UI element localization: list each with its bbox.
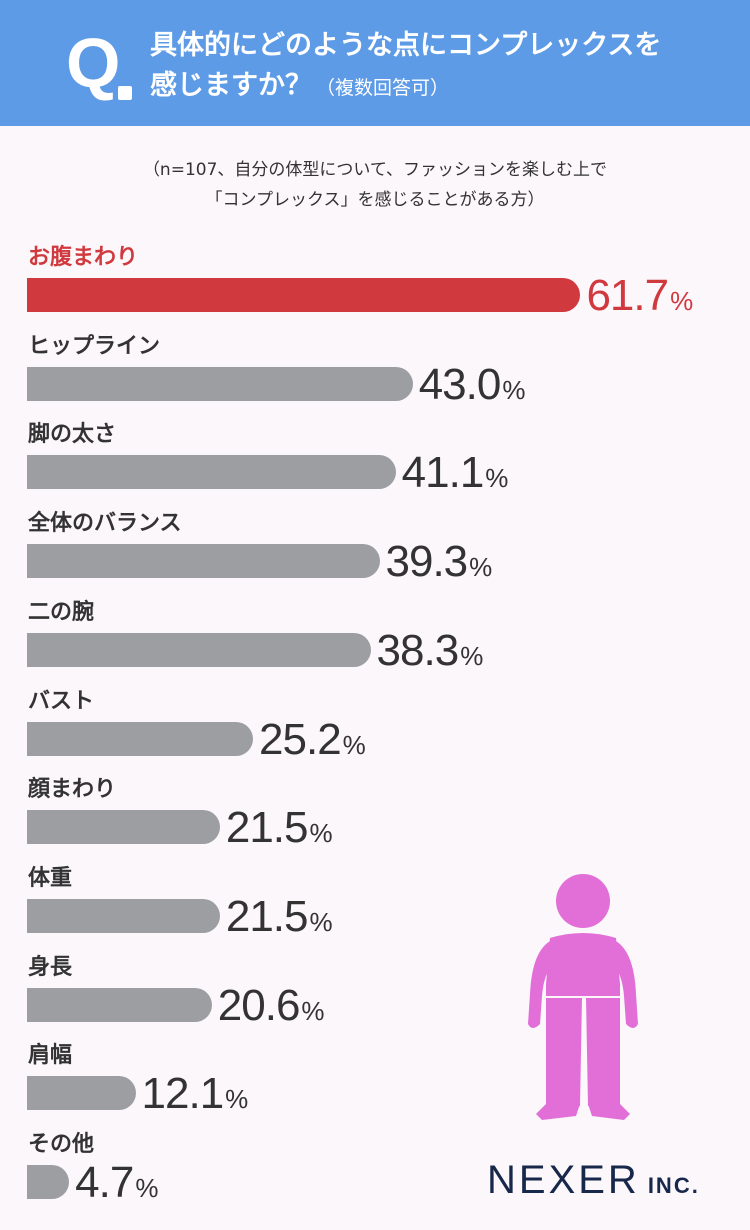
value-label: 41.1%	[402, 451, 509, 500]
figure-torso	[546, 933, 620, 996]
value-label: 20.6%	[217, 980, 325, 1033]
bar	[27, 455, 396, 490]
value-number: 12.1	[141, 1069, 225, 1119]
bar	[27, 632, 371, 667]
category-label: 体重	[28, 865, 73, 891]
bar	[27, 987, 212, 1022]
value-label: 38.3%	[376, 625, 484, 678]
logo-main-text: NEXER	[487, 1158, 640, 1202]
subtitle-line1: （n=107、自分の体型について、ファッションを楽しむ上で	[142, 160, 608, 180]
value-unit: %	[485, 463, 509, 494]
person-figure-icon	[528, 874, 638, 1120]
logo-sub-text: INC.	[647, 1173, 700, 1198]
figure-left-arm	[528, 940, 554, 1028]
question-title-note: （複数回答可）	[316, 77, 450, 99]
value-number: 39.3	[385, 537, 469, 587]
value-unit: %	[309, 906, 333, 937]
value-number: 20.6	[217, 980, 301, 1030]
value-number: 43.0	[418, 359, 502, 409]
figure-right-leg	[586, 998, 620, 1106]
value-unit: %	[342, 729, 366, 760]
value-unit: %	[670, 286, 694, 316]
category-label: ヒップライン	[28, 333, 161, 359]
value-number: 38.3	[376, 625, 460, 675]
category-label: 脚の太さ	[28, 422, 117, 448]
value-number: 41.1	[401, 448, 485, 498]
value-number: 21.5	[225, 803, 309, 853]
value-unit: %	[460, 640, 484, 671]
question-title-line2-text: 感じますか？	[150, 70, 312, 101]
category-label: お腹まわり	[28, 245, 139, 270]
question-header: Q 具体的にどのような点にコンプレックスを 感じますか？ （複数回答可）	[0, 0, 750, 126]
person-figure-shapes	[528, 874, 638, 1120]
figure-head	[556, 874, 610, 928]
chart-subtitle: （n=107、自分の体型について、ファッションを楽しむ上で 「コンプレックス」を…	[0, 155, 750, 215]
value-label: 4.7%	[75, 1161, 158, 1210]
figure-left-leg	[546, 998, 582, 1106]
category-label: 全体のバランス	[28, 511, 182, 537]
question-q-dot	[118, 86, 132, 100]
question-title-line1: 具体的にどのような点にコンプレックスを	[150, 30, 662, 61]
value-unit: %	[135, 1173, 159, 1203]
value-label: 39.3%	[386, 540, 493, 589]
question-title: 具体的にどのような点にコンプレックスを 感じますか？ （複数回答可）	[150, 26, 740, 108]
figure-right-arm	[612, 940, 638, 1028]
value-number: 25.2	[259, 714, 342, 764]
value-label: 43.0%	[418, 359, 526, 412]
value-label: 21.5%	[226, 806, 333, 855]
bar	[27, 810, 220, 845]
category-label: 二の腕	[28, 599, 95, 625]
value-number: 61.7	[586, 271, 669, 320]
question-q-mark: Q	[66, 24, 121, 102]
bar	[27, 721, 254, 756]
bar	[27, 1165, 70, 1199]
figure-left-foot	[536, 1104, 580, 1120]
bar	[27, 898, 220, 933]
value-number: 21.5	[225, 891, 309, 941]
category-label: 身長	[28, 954, 73, 980]
figure-right-foot	[588, 1104, 630, 1120]
value-unit: %	[309, 818, 333, 849]
bar	[27, 366, 413, 401]
bar	[27, 1076, 136, 1111]
question-title-line2: 感じますか？ （複数回答可）	[150, 66, 740, 108]
value-label: 12.1%	[142, 1072, 249, 1121]
bar	[27, 278, 581, 312]
subtitle-line2: 「コンプレックス」を感じることがある方）	[205, 190, 545, 210]
value-label: 25.2%	[259, 714, 366, 767]
value-label: 61.7%	[586, 274, 693, 323]
category-label: 肩幅	[28, 1043, 73, 1069]
value-unit: %	[225, 1084, 249, 1115]
category-label: その他	[28, 1132, 95, 1157]
value-number: 4.7	[75, 1158, 134, 1207]
value-label: 21.5%	[225, 891, 333, 944]
value-unit: %	[301, 995, 325, 1026]
nexer-logo: NEXER INC.	[487, 1158, 700, 1203]
category-label: バスト	[28, 688, 95, 714]
bar	[27, 544, 380, 579]
value-unit: %	[502, 374, 526, 405]
value-unit: %	[469, 552, 493, 583]
category-label: 顔まわり	[28, 777, 117, 803]
